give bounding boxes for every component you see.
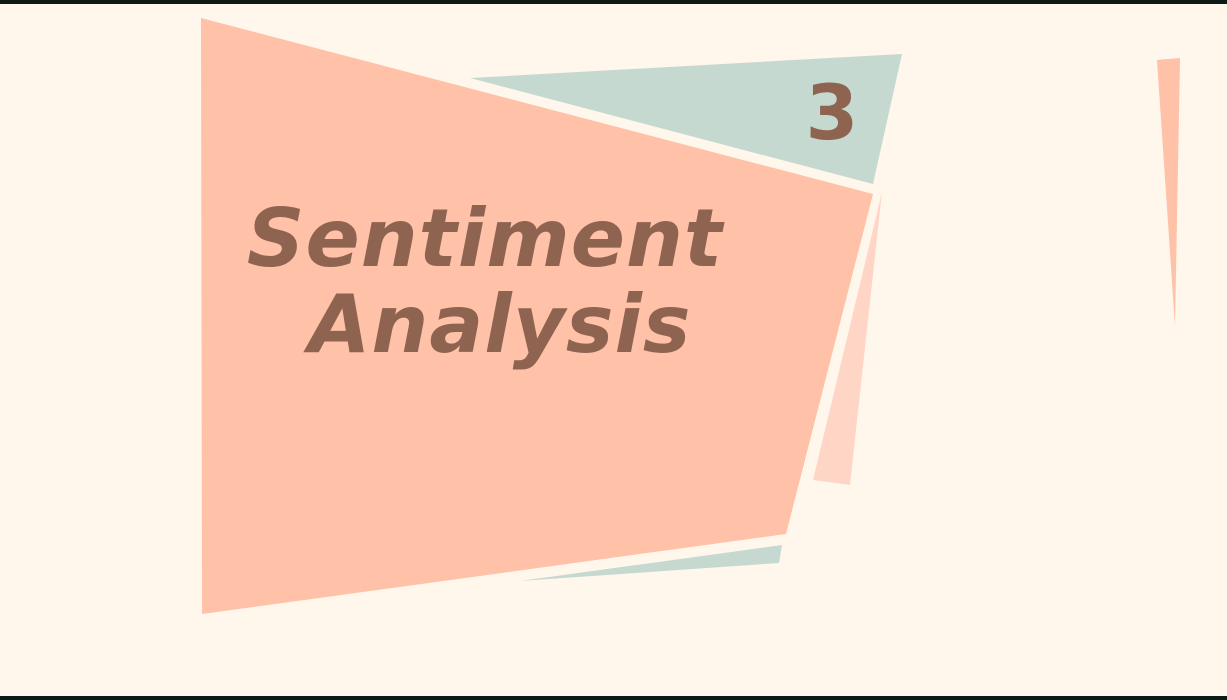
decorative-shapes [201,18,1180,614]
sage-bottom-shape [520,545,782,581]
main-salmon-shape [201,18,873,614]
slide-title: Sentiment Analysis [200,196,800,368]
right-edge-wedge [1157,58,1180,326]
title-line-2: Analysis [308,278,692,371]
slide: 3 Sentiment Analysis [0,4,1227,696]
section-number: 3 [805,68,859,157]
sage-top-shape [470,54,902,184]
title-line-1: Sentiment [246,192,724,285]
salmon-sliver-shape [813,192,882,485]
